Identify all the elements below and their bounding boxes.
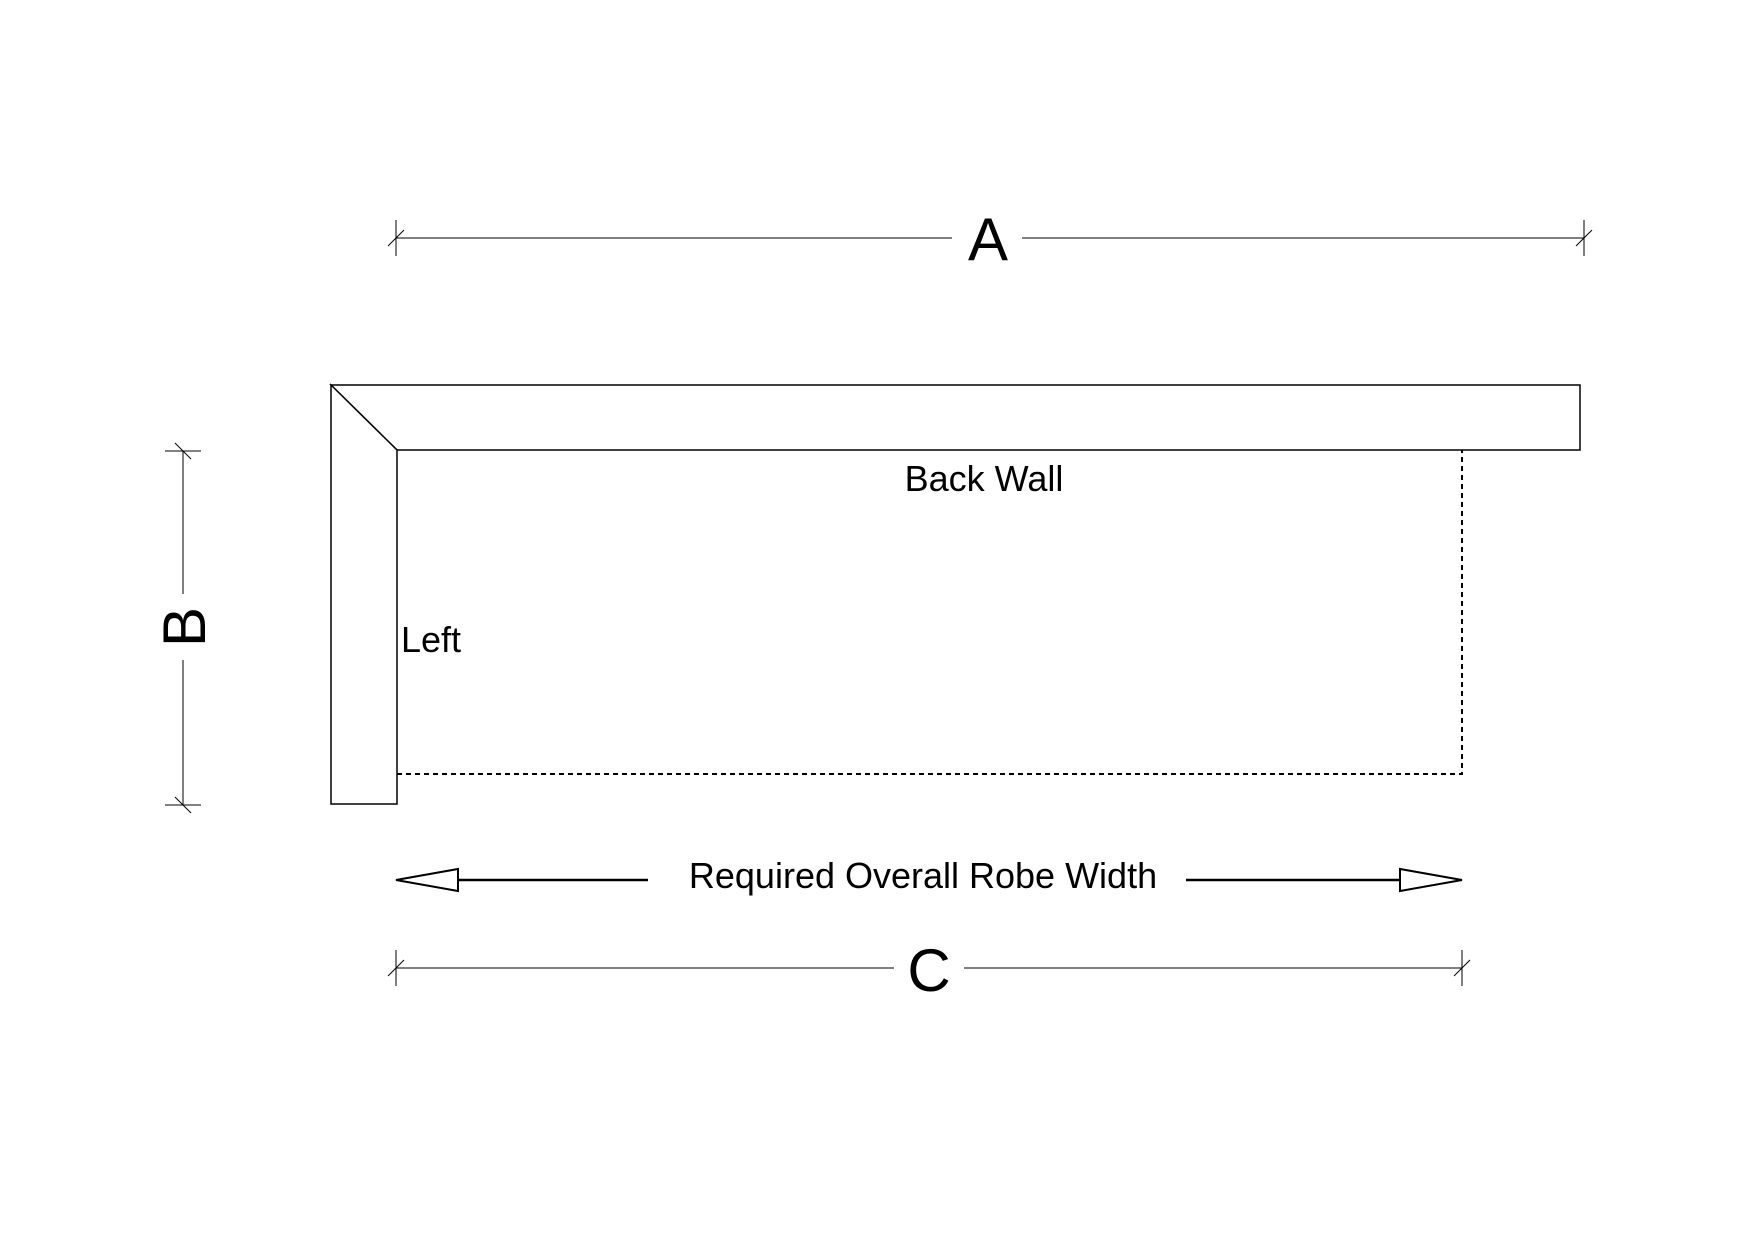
dimension-a-label: A: [968, 206, 1008, 273]
walls: [329, 383, 1581, 805]
dimension-a-tick-right: [1575, 229, 1593, 247]
robe-outline-dashed: [397, 450, 1463, 775]
back-wall-label: Back Wall: [905, 458, 1064, 499]
robe-width-label: Required Overall Robe Width: [689, 855, 1157, 896]
dimension-b-label: B: [151, 607, 218, 647]
arrow-head-right: [1399, 867, 1463, 893]
dimension-b-tick-top: [174, 442, 192, 460]
left-wall: [330, 383, 398, 805]
dimension-c: C: [387, 937, 1471, 1004]
dimension-c-tick-right: [1453, 959, 1471, 977]
dimension-c-tick-left: [387, 959, 405, 977]
dimension-a-tick-left: [387, 229, 405, 247]
dimension-b: B: [151, 442, 218, 814]
robe-width-arrow: Required Overall Robe Width: [395, 855, 1463, 896]
dimension-c-label: C: [907, 937, 950, 1004]
dimension-b-tick-bottom: [174, 796, 192, 814]
arrow-head-left: [395, 867, 459, 893]
dimension-a: A: [387, 206, 1593, 273]
back-wall: [329, 384, 1581, 451]
left-wall-label: Left: [401, 619, 461, 660]
